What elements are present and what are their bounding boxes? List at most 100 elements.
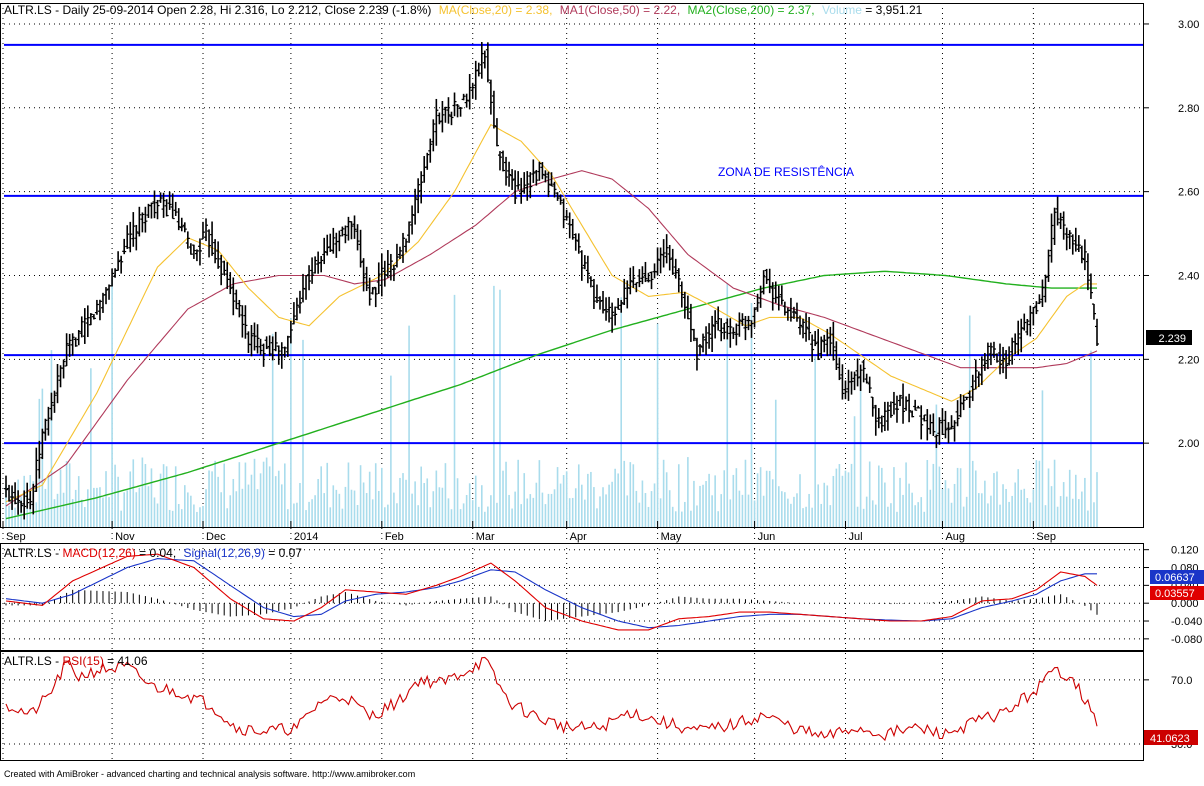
price-bar bbox=[307, 265, 312, 291]
volume-value: = 3,951.21 bbox=[862, 3, 923, 17]
price-bar bbox=[1067, 230, 1072, 250]
price-bar bbox=[485, 42, 490, 83]
price-bar bbox=[222, 260, 227, 276]
price-bar bbox=[94, 299, 99, 315]
price-bar bbox=[267, 335, 272, 357]
price-bar bbox=[1037, 294, 1042, 305]
price-bar bbox=[719, 318, 724, 342]
price-bar bbox=[361, 258, 366, 292]
price-bar bbox=[119, 255, 124, 274]
pane-frame-0 bbox=[0, 3, 1144, 528]
x-tick-label: Jun bbox=[758, 531, 776, 543]
x-tick-label: Feb bbox=[385, 531, 404, 543]
price-bar bbox=[591, 278, 596, 310]
price-bar bbox=[755, 293, 760, 312]
price-bar bbox=[237, 299, 242, 318]
price-bar bbox=[85, 305, 90, 338]
price-bar bbox=[828, 326, 833, 356]
price-bar bbox=[337, 230, 342, 252]
rsi-line bbox=[5, 656, 1098, 742]
price-bar bbox=[746, 315, 751, 331]
price-bar bbox=[291, 302, 296, 325]
price-bar bbox=[870, 396, 875, 417]
x-tick-label: Mar bbox=[476, 531, 495, 543]
price-bar bbox=[270, 336, 275, 361]
price-bar bbox=[464, 93, 469, 108]
price-bar bbox=[604, 297, 609, 321]
price-bar bbox=[852, 371, 857, 391]
price-bar bbox=[649, 271, 654, 290]
price-bar bbox=[7, 484, 12, 502]
price-bar bbox=[388, 253, 393, 281]
price-bar bbox=[519, 177, 524, 204]
price-bar bbox=[46, 406, 51, 436]
price-bar bbox=[449, 111, 454, 126]
macd-pane-header: ALTR.LS - MACD(12,26) = 0.04, Signal(12,… bbox=[4, 546, 302, 560]
price-bar bbox=[694, 337, 699, 371]
price-bar bbox=[864, 373, 869, 384]
price-bar bbox=[116, 251, 121, 271]
price-bar bbox=[516, 171, 521, 190]
price-bar bbox=[419, 171, 424, 204]
price-bar bbox=[946, 422, 951, 444]
price-bar bbox=[79, 316, 84, 338]
price-bar bbox=[891, 391, 896, 415]
price-bar bbox=[461, 93, 466, 101]
price-bar bbox=[679, 281, 684, 308]
signal-box-value: 0.03557 bbox=[1155, 588, 1195, 600]
price-bar bbox=[240, 305, 245, 338]
price-bar bbox=[613, 306, 618, 326]
price-bar bbox=[561, 198, 566, 229]
rsi-axis-label: 70.0 bbox=[1171, 675, 1192, 687]
ma200-label: MA2(Close,200) = 2.37, bbox=[688, 3, 815, 17]
price-bar bbox=[734, 323, 739, 346]
price-bar bbox=[540, 162, 545, 180]
price-bar bbox=[840, 364, 845, 400]
macd-value-box: 0.06637 bbox=[1150, 570, 1204, 584]
price-bar bbox=[876, 408, 881, 429]
price-bar bbox=[122, 238, 127, 255]
price-bar bbox=[661, 239, 666, 268]
ma50-label: MA1(Close,50) = 2.22, bbox=[560, 3, 680, 17]
price-bar bbox=[364, 266, 369, 292]
price-bar bbox=[1088, 273, 1093, 299]
price-bar bbox=[407, 221, 412, 243]
price-bar bbox=[155, 199, 160, 220]
price-bar bbox=[279, 342, 284, 369]
price-bar bbox=[479, 41, 484, 79]
price-bar bbox=[943, 410, 948, 439]
price-bar bbox=[131, 212, 136, 247]
price-bar bbox=[1091, 303, 1096, 320]
price-bar bbox=[861, 360, 866, 383]
price-axis-label: 2.40 bbox=[1178, 270, 1199, 282]
price-bar bbox=[722, 323, 727, 340]
price-bar bbox=[394, 243, 399, 268]
price-bar bbox=[973, 359, 978, 390]
price-bar bbox=[913, 399, 918, 411]
x-tick-label: Nov bbox=[115, 531, 135, 543]
price-bar bbox=[1046, 249, 1051, 282]
x-tick-label: Sep bbox=[1036, 531, 1056, 543]
price-bar bbox=[37, 440, 42, 479]
price-bar bbox=[355, 224, 360, 251]
price-bar bbox=[16, 490, 21, 515]
last-price-value: 2.239 bbox=[1158, 333, 1186, 345]
price-axis-label: 2.00 bbox=[1178, 438, 1199, 450]
price-bar bbox=[452, 92, 457, 117]
price-bar bbox=[546, 171, 551, 198]
price-bar bbox=[40, 428, 45, 460]
price-bar bbox=[643, 261, 648, 283]
price-bar bbox=[670, 248, 675, 275]
price-bar bbox=[907, 393, 912, 423]
price-bar bbox=[313, 256, 318, 274]
price-bar bbox=[161, 192, 166, 218]
price-bar bbox=[931, 413, 936, 437]
price-bar bbox=[52, 390, 57, 413]
price-axis-label: 2.20 bbox=[1178, 354, 1199, 366]
price-bar bbox=[691, 328, 696, 342]
price-bar bbox=[1019, 318, 1024, 353]
price-bar bbox=[282, 346, 287, 358]
price-bar bbox=[585, 255, 590, 284]
price-bar bbox=[834, 341, 839, 370]
